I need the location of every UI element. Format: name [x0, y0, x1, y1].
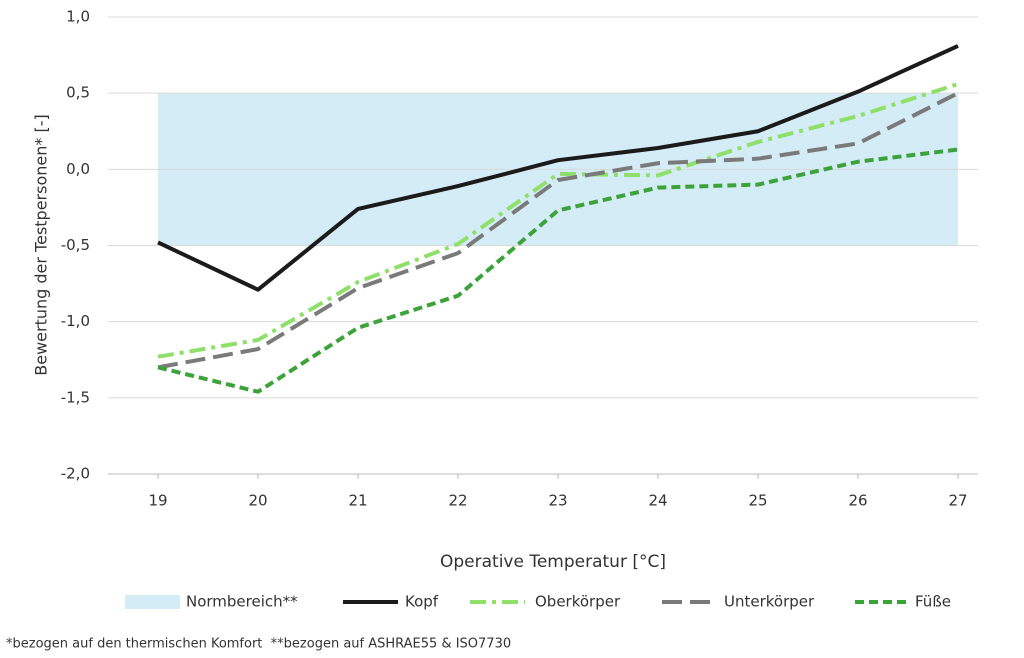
x-tick-label: 24 [648, 492, 667, 510]
y-tick-label: 0,5 [66, 84, 90, 102]
y-tick-label: -1,0 [61, 312, 90, 330]
y-tick-label: -2,0 [61, 465, 90, 483]
series-line [157, 91, 959, 370]
x-tick-label: 22 [448, 492, 467, 510]
x-tick-label: 26 [848, 492, 867, 510]
series-line [157, 147, 959, 394]
x-tick-label: 21 [348, 492, 367, 510]
series-line [157, 82, 959, 359]
y-tick-label: 0,0 [66, 160, 90, 178]
legend-label: Normbereich** [186, 593, 298, 611]
footnote: *bezogen auf den thermischen Komfort **b… [6, 637, 511, 652]
x-tick-label: 27 [948, 492, 967, 510]
x-axis-title: Operative Temperatur [°C] [440, 552, 666, 572]
x-tick-label: 25 [748, 492, 767, 510]
legend-label: Oberkörper [535, 593, 621, 611]
y-tick-label: -1,5 [61, 388, 90, 406]
legend-swatch [125, 595, 180, 609]
y-tick-label: -0,5 [61, 236, 90, 254]
x-tick-label: 20 [248, 492, 267, 510]
x-tick-label: 23 [548, 492, 567, 510]
series-line [157, 44, 959, 292]
legend-label: Füße [915, 593, 951, 611]
y-tick-label: 1,0 [66, 8, 90, 26]
legend-label: Kopf [405, 593, 439, 611]
legend-label: Unterkörper [724, 593, 815, 611]
x-tick-label: 19 [148, 492, 167, 510]
y-axis-title: Bewertung der Testpersonen* [-] [32, 114, 51, 375]
